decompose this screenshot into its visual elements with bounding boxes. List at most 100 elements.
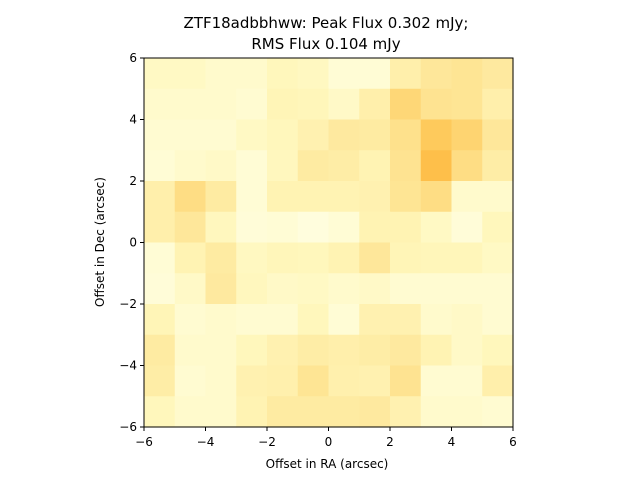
heatmap-cell [390,273,422,305]
x-tick-label: 4 [448,435,456,449]
heatmap-cell [297,150,330,182]
heatmap-cell [420,242,453,274]
heatmap-cell [174,211,207,244]
heatmap-cell [420,58,453,90]
heatmap-cell [359,150,391,182]
heatmap-cell [328,396,360,428]
heatmap-cells [144,58,514,428]
heatmap-cell [297,273,330,305]
heatmap-cell [482,334,514,367]
heatmap-cell [144,365,176,397]
heatmap-cell [236,273,268,305]
heatmap-cell [420,365,453,397]
y-tick-label: 6 [129,51,137,65]
x-tick-label: 0 [325,435,333,449]
heatmap-cell [267,88,299,121]
heatmap-cell [328,119,360,151]
heatmap-cell [420,88,453,121]
heatmap-cell [390,304,422,336]
heatmap-cell [359,396,391,428]
x-tick-label: 2 [386,435,394,449]
heatmap-cell [297,304,330,336]
heatmap-cell [420,334,453,367]
heatmap-cell [297,181,330,213]
heatmap-cell [451,58,483,90]
heatmap-cell [144,242,176,274]
heatmap-cell [205,365,237,397]
heatmap-cell [451,334,483,367]
heatmap-cell [144,334,176,367]
heatmap-cell [236,365,268,397]
heatmap-cell [236,334,268,367]
heatmap-cell [236,181,268,213]
chart-title-line-1: ZTF18adbbhww: Peak Flux 0.302 mJy; [184,14,469,32]
heatmap-cell [451,88,483,121]
heatmap-cell [482,396,514,428]
heatmap-cell [328,242,360,274]
heatmap-cell [482,150,514,182]
heatmap-cell [297,365,330,397]
heatmap-cell [359,242,391,274]
y-axis-ticks: −6 −4 −2 0 2 4 6 [119,51,144,434]
heatmap-cell [451,304,483,336]
x-tick-label: 6 [509,435,517,449]
heatmap-cell [174,242,207,274]
heatmap-cell [420,181,453,213]
x-tick-label: −4 [197,435,215,449]
heatmap-cell [297,58,330,90]
heatmap-cell [236,119,268,151]
heatmap-cell [267,150,299,182]
x-tick-label: −2 [258,435,276,449]
heatmap-cell [144,181,176,213]
heatmap-cell [297,242,330,274]
heatmap-cell [267,211,299,244]
heatmap-cell [482,88,514,121]
heatmap-cell [390,365,422,397]
heatmap-cell [236,396,268,428]
heatmap-cell [451,273,483,305]
heatmap-cell [482,181,514,213]
heatmap-cell [328,88,360,121]
y-tick-label: 4 [129,113,137,127]
heatmap-cell [267,304,299,336]
heatmap-cell [420,119,453,151]
heatmap-cell [482,211,514,244]
heatmap-cell [236,88,268,121]
heatmap-cell [174,334,207,367]
heatmap-cell [174,58,207,90]
heatmap-cell [420,150,453,182]
heatmap-cell [144,396,176,428]
heatmap-cell [420,396,453,428]
heatmap-cell [174,88,207,121]
x-tick-label: −6 [135,435,153,449]
heatmap-cell [236,242,268,274]
heatmap-cell [267,334,299,367]
heatmap-cell [359,365,391,397]
x-axis-label: Offset in RA (arcsec) [266,457,389,471]
y-tick-label: 0 [129,236,137,250]
heatmap-cell [205,334,237,367]
heatmap-cell [297,88,330,121]
heatmap-cell [267,396,299,428]
heatmap-cell [267,58,299,90]
heatmap-cell [236,304,268,336]
heatmap-cell [205,58,237,90]
heatmap-cell [328,273,360,305]
heatmap-cell [390,119,422,151]
heatmap-cell [297,334,330,367]
y-tick-label: −2 [119,297,137,311]
heatmap-cell [144,88,176,121]
heatmap-cell [482,58,514,90]
heatmap-cell [174,365,207,397]
heatmap-cell [359,273,391,305]
heatmap-cell [451,119,483,151]
heatmap-cell [205,88,237,121]
heatmap-cell [144,211,176,244]
heatmap-cell [328,58,360,90]
heatmap-cell [328,365,360,397]
heatmap-cell [174,181,207,213]
heatmap-cell [144,304,176,336]
heatmap-cell [174,304,207,336]
heatmap-cell [482,304,514,336]
